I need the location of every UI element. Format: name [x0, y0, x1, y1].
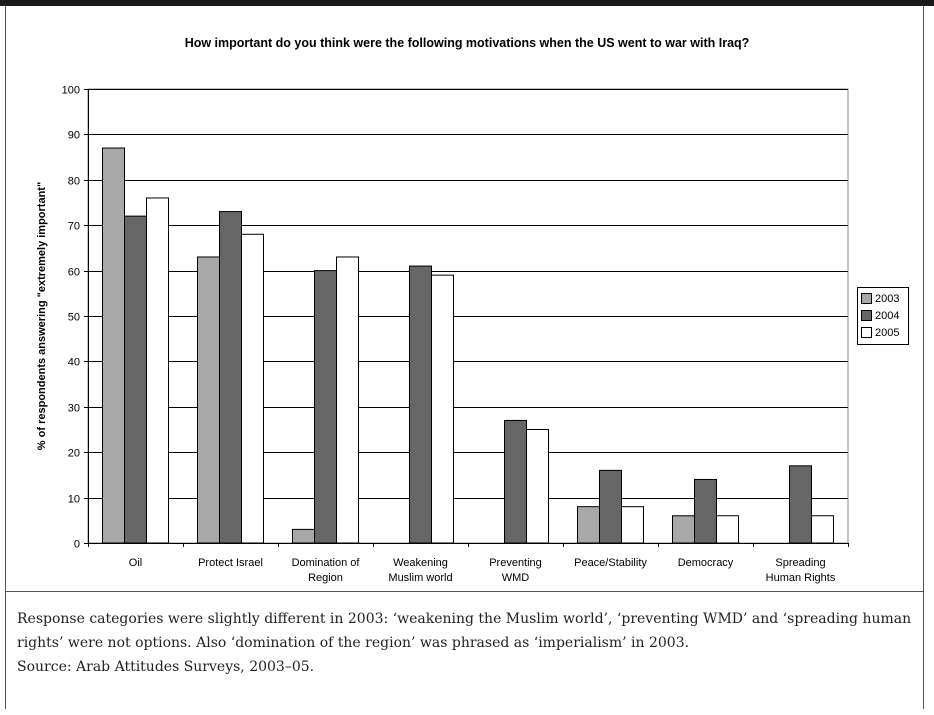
legend-item: 2003	[861, 290, 908, 307]
bar-2005	[336, 256, 359, 544]
bar-2004	[599, 469, 622, 544]
legend-item: 2005	[861, 324, 908, 341]
bar-2003	[292, 528, 315, 544]
figure-frame	[5, 6, 924, 709]
legend-swatch	[861, 293, 872, 304]
bar-2005	[526, 429, 549, 544]
y-tick-label: 80	[68, 176, 80, 188]
y-tick-label: 20	[68, 448, 80, 460]
bar-2003	[577, 506, 600, 544]
y-tick-label: 40	[68, 357, 80, 369]
x-category-label: Oil	[129, 557, 142, 569]
x-category-label: Preventing WMD	[489, 557, 542, 584]
bar-2004	[694, 478, 717, 544]
x-category-label: Peace/Stability	[574, 557, 647, 569]
chart-title: How important do you think were the foll…	[184, 36, 750, 50]
legend-swatch	[861, 310, 872, 321]
x-category-label: Spreading Human Rights	[766, 557, 836, 584]
x-category-label: Democracy	[678, 557, 734, 569]
bar-2004	[124, 215, 147, 544]
legend-swatch	[861, 327, 872, 338]
bar-2005	[146, 197, 169, 544]
bar-2005	[811, 515, 834, 544]
figure-note: Response categories were slightly differ…	[17, 607, 912, 679]
caption-divider	[5, 591, 924, 592]
y-tick-label: 10	[68, 494, 80, 506]
legend-label: 2003	[875, 292, 900, 305]
bar-2005	[241, 233, 264, 544]
legend-label: 2004	[875, 309, 900, 322]
top-bar	[0, 0, 934, 6]
x-category-label: Protect Israel	[198, 557, 263, 569]
x-category-label: Weakening Muslim world	[388, 557, 452, 584]
bar-2005	[431, 274, 454, 544]
legend: 2003 2004 2005	[857, 287, 909, 345]
legend-label: 2005	[875, 326, 900, 339]
y-tick-label: 30	[68, 403, 80, 415]
x-category-label: Domination of Region	[292, 557, 361, 584]
y-tick-label: 90	[68, 130, 80, 142]
y-tick-label: 50	[68, 312, 80, 324]
bar-2003	[197, 256, 220, 544]
y-tick-label: 100	[62, 85, 80, 97]
bar-2004	[789, 465, 812, 544]
note-text: Response categories were slightly differ…	[17, 611, 912, 651]
bar-2003	[102, 147, 125, 544]
bar-2004	[219, 211, 242, 544]
bar-2004	[504, 419, 527, 544]
bar-2004	[409, 265, 432, 544]
y-tick-label: 70	[68, 221, 80, 233]
y-tick-label: 0	[74, 539, 80, 551]
y-tick-label: 60	[68, 267, 80, 279]
note-source: Source: Arab Attitudes Surveys, 2003–05.	[17, 659, 315, 675]
y-axis-title: % of respondents answering "extremely im…	[36, 182, 48, 450]
bar-2005	[716, 515, 739, 544]
bar-2005	[621, 506, 644, 544]
legend-item: 2004	[861, 307, 908, 324]
bar-2003	[672, 515, 695, 544]
bar-2004	[314, 270, 337, 544]
bar-chart: 0 10 20 30 40 50 60 70 80 90 100 Oil Protect Israel D…	[36, 85, 849, 584]
